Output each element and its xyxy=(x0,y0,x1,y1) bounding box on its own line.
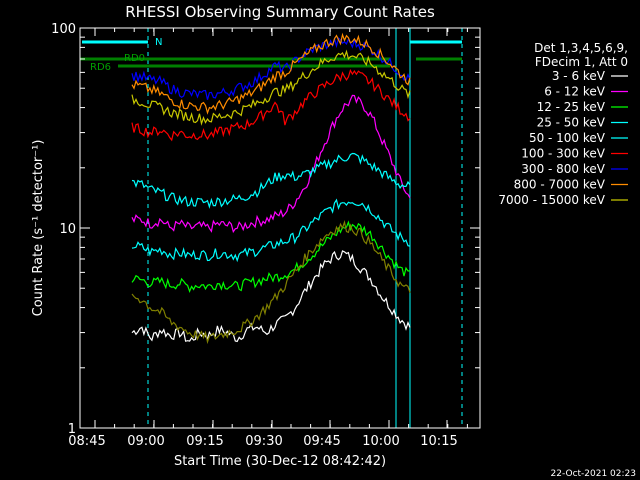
x-tick-label: 09:45 xyxy=(303,434,340,449)
series-line xyxy=(131,36,411,100)
legend-header-line-1: Det 1,3,4,5,6,9, xyxy=(534,41,628,55)
legend: Det 1,3,4,5,6,9, FDecim 1, Att 0 3 - 6 k… xyxy=(498,41,628,207)
legend-entry-label: 800 - 7000 keV xyxy=(514,178,606,192)
series-line xyxy=(131,198,411,263)
series-line xyxy=(131,250,411,343)
y-tick-label: 100 xyxy=(51,22,76,37)
x-tick-label: 09:15 xyxy=(186,434,223,449)
legend-entry-label: 6 - 12 keV xyxy=(544,85,606,99)
plot-area: N RD0 RD6 xyxy=(80,28,463,428)
series-line xyxy=(131,68,411,142)
legend-entry-label: 7000 - 15000 keV xyxy=(498,193,605,207)
x-tick-label: 09:30 xyxy=(245,434,282,449)
x-tick-label: 10:15 xyxy=(420,434,457,449)
series-line xyxy=(131,152,411,209)
legend-header-line-2: FDecim 1, Att 0 xyxy=(535,55,628,69)
series-line xyxy=(131,49,411,126)
x-axis-label: Start Time (30-Dec-12 08:42:42) xyxy=(174,454,386,469)
legend-entry-label: 25 - 50 keV xyxy=(537,116,606,130)
legend-entry-label: 12 - 25 keV xyxy=(537,100,606,114)
footer-date: 22-Oct-2021 02:23 xyxy=(551,469,636,479)
legend-entry-label: 300 - 800 keV xyxy=(521,162,605,176)
y-axis-label: Count Rate (s⁻¹ detector⁻¹) xyxy=(31,140,46,317)
y-tick-label: 10 xyxy=(59,222,76,237)
y-tick-label: 1 xyxy=(68,422,76,437)
x-tick-label: 10:00 xyxy=(362,434,399,449)
series-line xyxy=(131,32,411,115)
series-line xyxy=(131,220,411,293)
chart-title: RHESSI Observing Summary Count Rates xyxy=(125,3,435,21)
legend-entry-label: 100 - 300 keV xyxy=(521,147,605,161)
flag-label: RD0 xyxy=(124,53,145,64)
legend-entry-label: 3 - 6 keV xyxy=(552,69,606,83)
flag-label: N xyxy=(155,37,162,48)
x-axis: 08:45 09:00 09:15 09:30 09:45 10:00 10:15 xyxy=(68,28,468,449)
series-line xyxy=(131,219,411,345)
x-tick-label: 09:00 xyxy=(127,434,164,449)
x-tick-label: 08:45 xyxy=(68,434,105,449)
flag-label: RD6 xyxy=(90,62,111,73)
y-axis: 1 10 100 xyxy=(51,22,480,437)
legend-entry-label: 50 - 100 keV xyxy=(529,131,606,145)
series-line xyxy=(131,94,411,234)
